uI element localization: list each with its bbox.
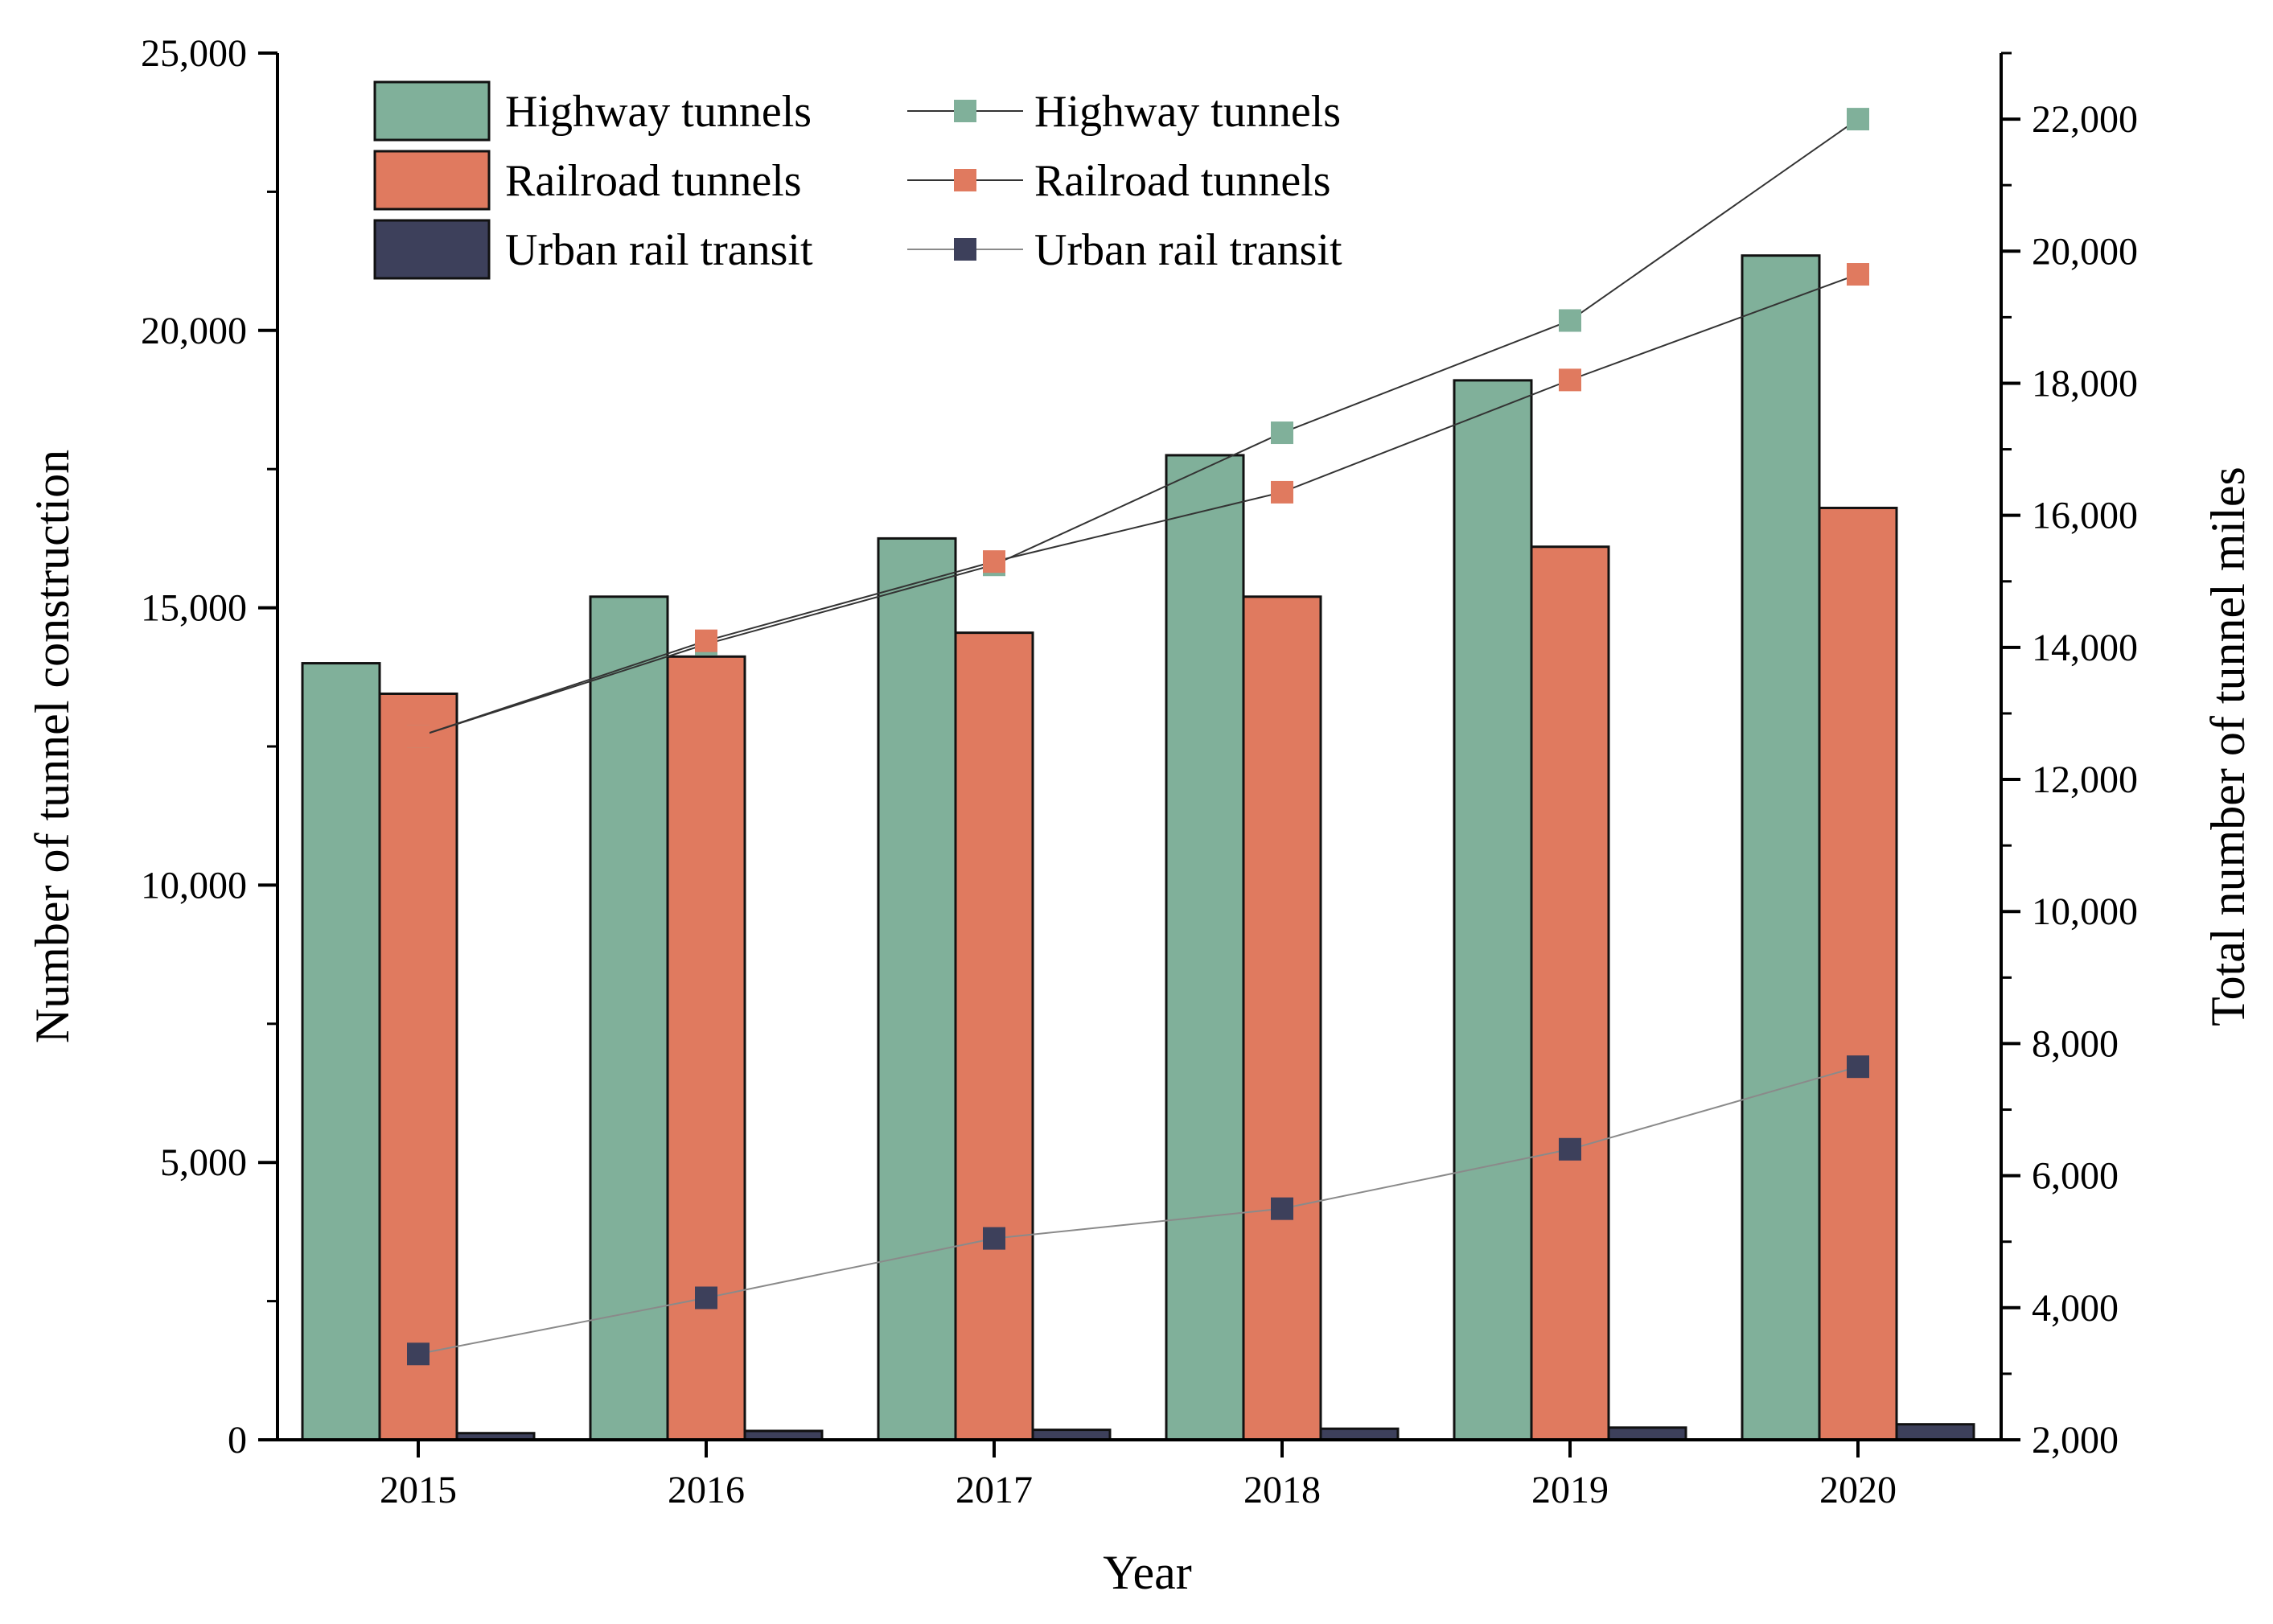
- y-tick-label: 10,000: [141, 864, 247, 907]
- y2-tick-label: 4,000: [2032, 1287, 2119, 1330]
- bar-railroad-tunnels-2015: [378, 692, 458, 1441]
- legend-swatch-bar-highway-tunnels: [373, 80, 491, 142]
- marker-highway-tunnels-2018: [1271, 421, 1293, 445]
- y-tick-label: 20,000: [141, 310, 247, 352]
- bar-urban-rail-transit-2020: [1895, 1423, 1975, 1441]
- marker-railroad-tunnels-2019: [1559, 368, 1581, 392]
- y2-tick-label: 12,000: [2032, 759, 2138, 801]
- y2-tick-label: 14,000: [2032, 627, 2138, 669]
- marker-urban-rail-transit-2016: [695, 1286, 717, 1309]
- y2-tick-label: 6,000: [2032, 1155, 2119, 1198]
- bar-highway-tunnels-2020: [1741, 254, 1821, 1441]
- bar-railroad-tunnels-2019: [1530, 545, 1610, 1441]
- y2-tick-label: 2,000: [2032, 1419, 2119, 1462]
- line-highway-tunnels: [417, 118, 1859, 738]
- x-tick-label: 2016: [668, 1469, 745, 1511]
- y-tick-label: 25,000: [141, 32, 247, 75]
- x-tick-label: 2020: [1819, 1469, 1897, 1511]
- marker-highway-tunnels-2019: [1559, 309, 1581, 332]
- legend-swatch-marker-highway-tunnels: [954, 100, 976, 122]
- legend-swatch-bar-railroad-tunnels: [373, 150, 491, 211]
- lines-layer: [407, 108, 1869, 1366]
- bar-railroad-tunnels-2017: [954, 631, 1034, 1441]
- legend-label-line-highway-tunnels: Highway tunnels: [1034, 87, 1341, 137]
- y2-tick-label: 16,000: [2032, 495, 2138, 537]
- line-railroad-tunnels: [417, 273, 1859, 738]
- x-tick-label: 2017: [956, 1469, 1033, 1511]
- marker-urban-rail-transit-2020: [1847, 1055, 1869, 1079]
- legend-label-line-railroad-tunnels: Railroad tunnels: [1034, 156, 1331, 206]
- y2-tick-label: 18,000: [2032, 362, 2138, 405]
- bar-highway-tunnels-2018: [1165, 454, 1245, 1441]
- marker-urban-rail-transit-2015: [407, 1342, 430, 1366]
- legend-label-bar-railroad-tunnels: Railroad tunnels: [505, 156, 802, 206]
- x-axis-title: Year: [1103, 1546, 1192, 1599]
- legend: Highway tunnels Railroad tunnels Urban rai…: [373, 80, 1342, 280]
- legend-swatch-marker-railroad-tunnels: [954, 169, 976, 191]
- bar-railroad-tunnels-2016: [666, 655, 746, 1441]
- bars-layer: [301, 254, 1975, 1441]
- legend-swatch-marker-urban-rail-transit: [954, 238, 976, 261]
- x-tick-label: 2018: [1243, 1469, 1321, 1511]
- axes-layer: 0 5,000 10,000 15,000 20,000 25,000 2,000 4,000…: [141, 32, 2138, 1511]
- bar-highway-tunnels-2015: [301, 662, 381, 1441]
- bar-highway-tunnels-2016: [589, 595, 669, 1441]
- marker-urban-rail-transit-2019: [1559, 1137, 1581, 1161]
- y2-tick-label: 10,000: [2032, 890, 2138, 933]
- bar-highway-tunnels-2017: [877, 537, 957, 1441]
- legend-label-bar-highway-tunnels: Highway tunnels: [505, 87, 812, 137]
- marker-railroad-tunnels-2015: [407, 725, 430, 748]
- bar-railroad-tunnels-2020: [1818, 506, 1898, 1441]
- bar-urban-rail-transit-2018: [1319, 1427, 1400, 1441]
- bar-urban-rail-transit-2019: [1607, 1426, 1687, 1441]
- marker-railroad-tunnels-2017: [983, 550, 1005, 574]
- bar-railroad-tunnels-2018: [1242, 595, 1322, 1441]
- y2-tick-label: 8,000: [2032, 1022, 2119, 1065]
- y-tick-label: 15,000: [141, 587, 247, 630]
- x-tick-label: 2015: [380, 1469, 457, 1511]
- marker-railroad-tunnels-2018: [1271, 480, 1293, 504]
- y-axis-title: Number of tunnel construction: [26, 450, 79, 1043]
- marker-highway-tunnels-2020: [1847, 108, 1869, 131]
- marker-railroad-tunnels-2016: [695, 629, 717, 652]
- marker-railroad-tunnels-2020: [1847, 263, 1869, 286]
- y-tick-label: 0: [228, 1419, 247, 1462]
- marker-urban-rail-transit-2017: [983, 1227, 1005, 1250]
- legend-swatch-bar-urban-rail-transit: [373, 219, 491, 280]
- y2-tick-label: 20,000: [2032, 230, 2138, 273]
- bar-highway-tunnels-2019: [1453, 379, 1533, 1441]
- marker-urban-rail-transit-2018: [1271, 1197, 1293, 1220]
- x-tick-label: 2019: [1531, 1469, 1609, 1511]
- y2-axis-title: Total number of tunnel miles: [2201, 467, 2255, 1026]
- legend-label-line-urban-rail-transit: Urban rail transit: [1034, 225, 1342, 275]
- y2-tick-label: 22,000: [2032, 98, 2138, 141]
- legend-label-bar-urban-rail-transit: Urban rail transit: [505, 225, 813, 275]
- line-urban-rail-transit: [417, 1066, 1859, 1355]
- y-tick-label: 5,000: [160, 1141, 247, 1184]
